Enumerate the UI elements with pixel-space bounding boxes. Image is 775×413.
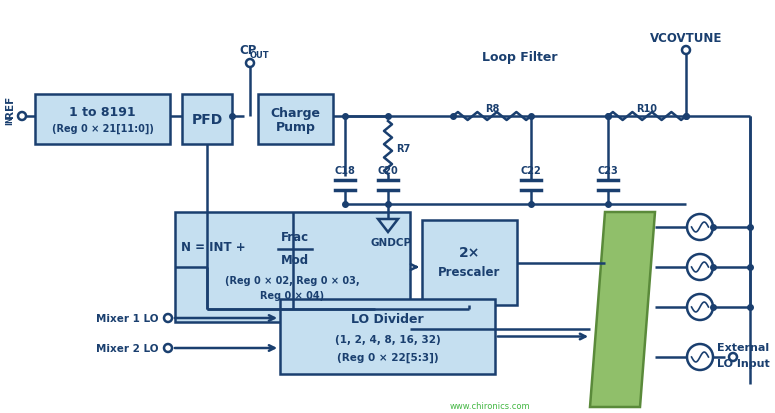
Text: VCOVTUNE: VCOVTUNE xyxy=(649,31,722,44)
Text: IN: IN xyxy=(5,115,15,124)
Text: Loop Filter: Loop Filter xyxy=(482,51,558,64)
Text: (Reg 0 × 21[11:0]): (Reg 0 × 21[11:0]) xyxy=(52,123,153,134)
Text: 1 to 8191: 1 to 8191 xyxy=(69,106,136,119)
Text: C23: C23 xyxy=(598,166,618,176)
Text: Reg 0 × 04): Reg 0 × 04) xyxy=(260,290,325,300)
Text: Pump: Pump xyxy=(276,121,315,134)
Text: 2×: 2× xyxy=(459,245,480,259)
Text: C20: C20 xyxy=(377,166,398,176)
Bar xyxy=(175,212,410,322)
Text: GNDCP: GNDCP xyxy=(370,237,412,247)
Text: N = INT +: N = INT + xyxy=(181,241,250,254)
Text: Prescaler: Prescaler xyxy=(439,266,501,279)
Bar xyxy=(35,95,170,145)
Text: External: External xyxy=(717,342,769,352)
Text: (Reg 0 × 22[5:3]): (Reg 0 × 22[5:3]) xyxy=(336,352,439,362)
Text: Frac: Frac xyxy=(281,231,309,244)
Text: CP: CP xyxy=(239,43,257,56)
Text: LO Input: LO Input xyxy=(717,358,770,368)
Text: (Reg 0 × 02, Reg 0 × 03,: (Reg 0 × 02, Reg 0 × 03, xyxy=(226,275,360,285)
Bar xyxy=(182,95,232,145)
Text: R8: R8 xyxy=(485,104,499,114)
Bar xyxy=(280,299,495,374)
Polygon shape xyxy=(590,212,655,407)
Text: C18: C18 xyxy=(335,166,356,176)
Text: Mixer 2 LO: Mixer 2 LO xyxy=(95,343,158,353)
Text: PFD: PFD xyxy=(191,113,222,127)
Bar xyxy=(422,221,517,305)
Text: R10: R10 xyxy=(636,104,657,114)
Text: Mod: Mod xyxy=(281,254,309,267)
Text: (1, 2, 4, 8, 16, 32): (1, 2, 4, 8, 16, 32) xyxy=(335,334,440,344)
Text: C22: C22 xyxy=(521,166,542,176)
Text: R7: R7 xyxy=(396,143,410,153)
Text: OUT: OUT xyxy=(250,50,269,59)
Text: REF: REF xyxy=(5,96,15,118)
Text: Charge: Charge xyxy=(270,106,321,119)
Text: Mixer 1 LO: Mixer 1 LO xyxy=(95,313,158,323)
Text: LO Divider: LO Divider xyxy=(351,313,424,326)
Bar xyxy=(258,95,333,145)
Text: www.chironics.com: www.chironics.com xyxy=(449,401,530,411)
